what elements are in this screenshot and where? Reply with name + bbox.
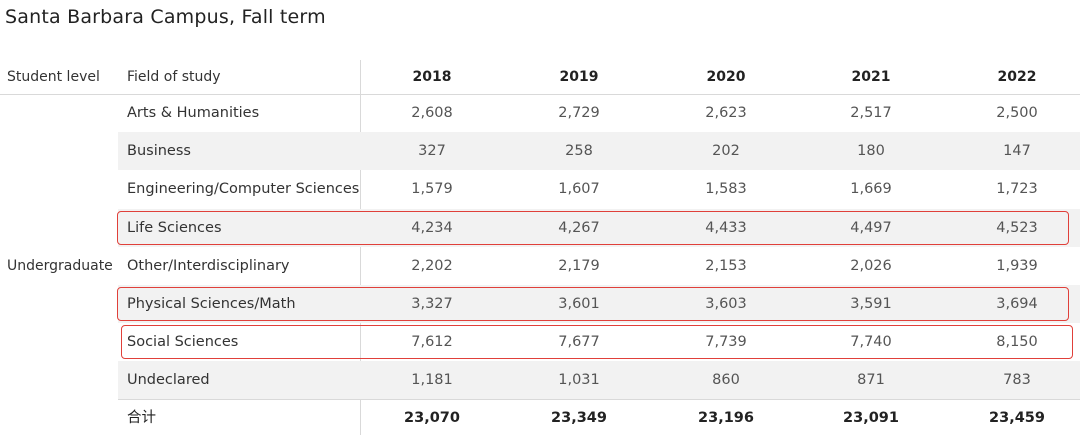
total-value-cell: 23,349 [506,399,653,437]
header-year-1: 2019 [506,60,653,94]
value-cell: 202 [653,132,800,170]
value-cell: 1,723 [944,170,1080,208]
value-cell: 258 [506,132,653,170]
field-of-study-cell: Other/Interdisciplinary [127,247,290,285]
value-cell: 1,181 [359,361,506,399]
value-cell: 147 [944,132,1080,170]
value-cell: 783 [944,361,1080,399]
value-cell: 2,729 [506,94,653,132]
header-year-0: 2018 [359,60,506,94]
table-title: Santa Barbara Campus, Fall term [5,6,326,28]
highlight-box [117,211,1069,245]
total-label: 合计 [127,399,156,437]
value-cell: 2,153 [653,247,800,285]
value-cell: 1,031 [506,361,653,399]
field-of-study-cell: Engineering/Computer Sciences [127,170,359,208]
value-cell: 327 [359,132,506,170]
header-year-3: 2021 [798,60,945,94]
value-cell: 2,500 [944,94,1080,132]
total-value-cell: 23,196 [653,399,800,437]
value-cell: 2,517 [798,94,945,132]
total-value-cell: 23,459 [944,399,1080,437]
value-cell: 1,607 [506,170,653,208]
field-of-study-cell: Business [127,132,191,170]
value-cell: 2,026 [798,247,945,285]
value-cell: 180 [798,132,945,170]
value-cell: 2,608 [359,94,506,132]
value-cell: 1,583 [653,170,800,208]
header-year-2: 2020 [653,60,800,94]
header-field-of-study: Field of study [127,60,221,94]
value-cell: 1,669 [798,170,945,208]
field-of-study-cell: Arts & Humanities [127,94,259,132]
header-student-level: Student level [7,60,100,94]
value-cell: 1,579 [359,170,506,208]
field-of-study-cell: Undeclared [127,361,210,399]
group-label-undergraduate: Undergraduate [7,247,113,285]
value-cell: 1,939 [944,247,1080,285]
value-cell: 2,623 [653,94,800,132]
value-cell: 871 [798,361,945,399]
header-year-4: 2022 [944,60,1080,94]
highlight-box [121,325,1073,359]
total-value-cell: 23,091 [798,399,945,437]
value-cell: 2,202 [359,247,506,285]
total-value-cell: 23,070 [359,399,506,437]
highlight-box [117,287,1069,321]
value-cell: 860 [653,361,800,399]
value-cell: 2,179 [506,247,653,285]
